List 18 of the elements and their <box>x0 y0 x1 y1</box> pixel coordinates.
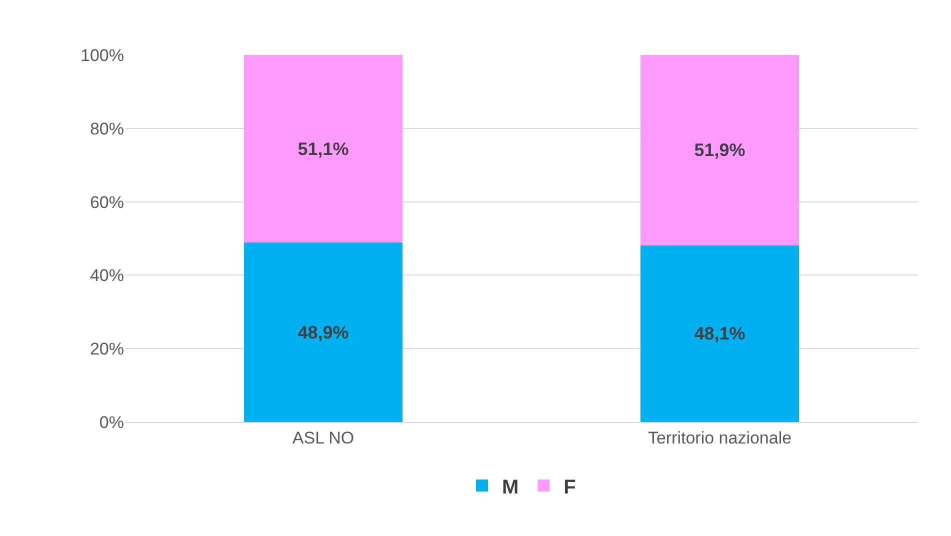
bar <box>640 55 800 246</box>
legend-label: M <box>502 476 519 498</box>
y-tick-label: 0% <box>99 412 124 432</box>
data-label: 48,1% <box>694 324 746 344</box>
y-tick-label: 40% <box>90 266 124 286</box>
data-label: 51,1% <box>298 138 349 159</box>
data-label: 48,9% <box>298 322 349 342</box>
y-tick-label: 20% <box>90 340 124 359</box>
y-tick-label: 80% <box>90 119 124 138</box>
bar <box>640 245 800 422</box>
bar <box>244 55 403 243</box>
x-tick-label: ASL NO <box>292 428 354 448</box>
legend-label: F <box>564 476 576 498</box>
data-label: 51,9% <box>694 140 746 160</box>
x-tick-label: Territorio nazionale <box>648 428 792 448</box>
y-tick-label: 100% <box>80 46 124 65</box>
y-tick-label: 60% <box>90 192 124 212</box>
bar <box>244 242 403 422</box>
